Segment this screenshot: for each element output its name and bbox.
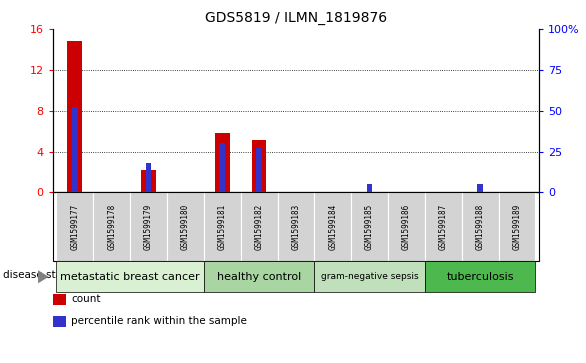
Bar — [256, 148, 262, 192]
Text: GSM1599177: GSM1599177 — [70, 204, 79, 250]
Text: GSM1599187: GSM1599187 — [439, 204, 448, 250]
Bar — [72, 107, 77, 192]
Bar — [67, 41, 82, 192]
Text: disease state: disease state — [3, 270, 73, 280]
Text: metastatic breast cancer: metastatic breast cancer — [60, 272, 200, 282]
Bar — [367, 184, 372, 192]
Text: GSM1599182: GSM1599182 — [254, 204, 264, 250]
Text: percentile rank within the sample: percentile rank within the sample — [71, 316, 247, 326]
Text: GSM1599178: GSM1599178 — [107, 204, 116, 250]
Text: GSM1599183: GSM1599183 — [291, 204, 301, 250]
Bar — [141, 170, 156, 192]
Text: GSM1599186: GSM1599186 — [402, 204, 411, 250]
Bar — [252, 140, 267, 192]
Text: GSM1599180: GSM1599180 — [181, 204, 190, 250]
Bar — [220, 143, 225, 192]
Text: GSM1599184: GSM1599184 — [328, 204, 338, 250]
Text: GSM1599179: GSM1599179 — [144, 204, 153, 250]
Text: healthy control: healthy control — [217, 272, 301, 282]
Text: tuberculosis: tuberculosis — [447, 272, 514, 282]
Text: count: count — [71, 294, 101, 305]
Text: GSM1599189: GSM1599189 — [513, 204, 522, 250]
Text: gram-negative sepsis: gram-negative sepsis — [321, 272, 418, 281]
Bar — [215, 133, 230, 192]
Bar — [478, 184, 483, 192]
Text: GSM1599185: GSM1599185 — [365, 204, 374, 250]
Text: GSM1599181: GSM1599181 — [218, 204, 227, 250]
Title: GDS5819 / ILMN_1819876: GDS5819 / ILMN_1819876 — [205, 11, 387, 25]
Bar — [146, 163, 151, 192]
Text: GSM1599188: GSM1599188 — [476, 204, 485, 250]
